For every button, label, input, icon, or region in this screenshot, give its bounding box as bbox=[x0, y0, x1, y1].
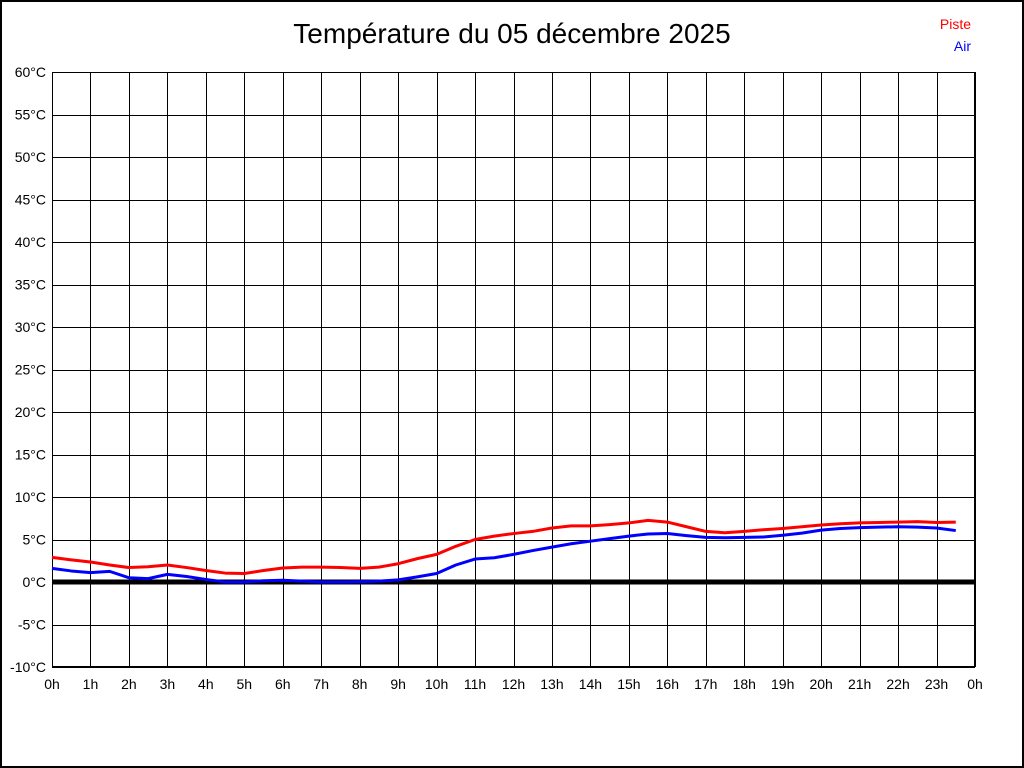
x-axis-label: 8h bbox=[352, 676, 368, 692]
y-axis-label: 45°C bbox=[15, 192, 46, 208]
series-line-piste bbox=[51, 518, 956, 575]
y-axis-label: 0°C bbox=[23, 574, 47, 590]
y-axis-label: 35°C bbox=[15, 277, 46, 293]
y-axis-label: 50°C bbox=[15, 149, 46, 165]
y-axis-label: 60°C bbox=[15, 64, 46, 80]
x-axis-label: 3h bbox=[160, 676, 176, 692]
y-axis-label: -10°C bbox=[10, 659, 46, 675]
x-axis-label: 1h bbox=[83, 676, 99, 692]
x-axis-label: 6h bbox=[275, 676, 291, 692]
chart-title: Température du 05 décembre 2025 bbox=[293, 18, 731, 49]
y-axis-label: 15°C bbox=[15, 447, 46, 463]
x-axis-label: 15h bbox=[617, 676, 640, 692]
y-axis-label: 20°C bbox=[15, 404, 46, 420]
x-axis-label: 18h bbox=[733, 676, 756, 692]
y-axis-label: 25°C bbox=[15, 362, 46, 378]
legend-air-label: Air bbox=[953, 38, 971, 54]
x-axis-label: 5h bbox=[237, 676, 253, 692]
x-axis-label: 10h bbox=[425, 676, 448, 692]
legend-piste-label: Piste bbox=[939, 16, 971, 32]
x-axis-label: 7h bbox=[313, 676, 329, 692]
x-axis-label: 16h bbox=[656, 676, 679, 692]
x-axis-label: 23h bbox=[925, 676, 948, 692]
series-line-air bbox=[51, 525, 956, 584]
x-axis-label: 21h bbox=[848, 676, 871, 692]
y-axis-label: 5°C bbox=[23, 532, 47, 548]
x-axis-label: 20h bbox=[809, 676, 832, 692]
plot-border bbox=[52, 72, 975, 667]
x-axis-label: 14h bbox=[579, 676, 602, 692]
x-axis-label: 0h bbox=[967, 676, 983, 692]
x-axis-label: 19h bbox=[771, 676, 794, 692]
y-axis-label: 10°C bbox=[15, 489, 46, 505]
y-axis-label: 40°C bbox=[15, 234, 46, 250]
y-axis-label: 55°C bbox=[15, 107, 46, 123]
x-axis-label: 9h bbox=[390, 676, 406, 692]
x-axis-label: 4h bbox=[198, 676, 214, 692]
legend: Piste Air bbox=[940, 13, 971, 57]
y-axis-label: 30°C bbox=[15, 319, 46, 335]
x-axis-label: 0h bbox=[44, 676, 60, 692]
x-axis-label: 12h bbox=[502, 676, 525, 692]
y-axis-label: -5°C bbox=[18, 617, 46, 633]
x-axis-label: 22h bbox=[886, 676, 909, 692]
x-axis-label: 13h bbox=[540, 676, 563, 692]
x-axis-label: 17h bbox=[694, 676, 717, 692]
x-axis-label: 2h bbox=[121, 676, 137, 692]
x-axis-label: 11h bbox=[464, 676, 486, 692]
